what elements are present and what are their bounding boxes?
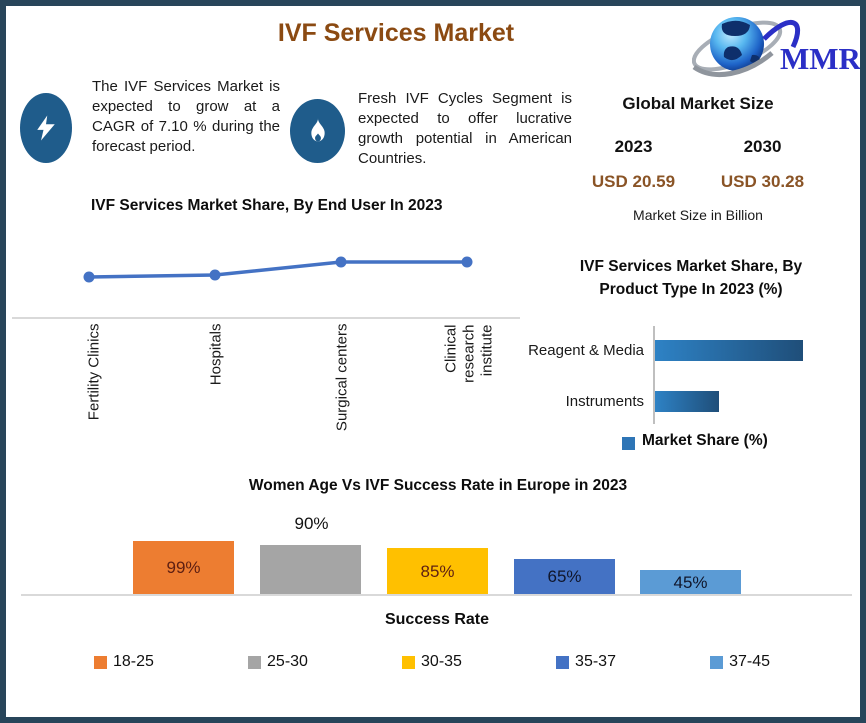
age-chart-legend: 18-25 25-30 30-35 35-37 37-45 — [94, 653, 770, 671]
end-user-category-label: Hospitals — [207, 323, 225, 386]
product-bar-label: Reagent & Media — [528, 342, 644, 359]
age-chart-xlabel: Success Rate — [384, 611, 490, 628]
product-legend-label: Market Share (%) — [642, 432, 768, 449]
mmr-logo: MMR — [692, 17, 862, 77]
age-bar-label: 99% — [166, 558, 201, 577]
product-bar-1 — [655, 391, 719, 412]
end-user-point-1 — [209, 269, 221, 281]
end-user-line — [88, 260, 467, 279]
end-user-line-chart — [83, 256, 473, 283]
end-user-point-2 — [335, 256, 347, 268]
market-size-value-2030: USD 30.28 — [720, 172, 805, 191]
lightning-icon — [20, 93, 72, 163]
callout-segment-text: Fresh IVF Cycles Segment is expected to … — [358, 90, 572, 167]
legend-label: 25-30 — [267, 653, 308, 670]
product-bar-0 — [655, 340, 803, 361]
age-bar-1 — [260, 545, 361, 595]
product-axis-line — [653, 326, 655, 424]
market-size-caption: Market Size in Billion — [633, 207, 763, 223]
page-title: IVF Services Market — [277, 19, 515, 47]
end-user-category-label: Clinical research institute — [442, 324, 496, 383]
legend-label: 30-35 — [421, 653, 462, 670]
age-bar-3: 65% — [514, 559, 615, 595]
age-bar-label-above: 90% — [294, 514, 329, 533]
legend-swatch-icon — [710, 655, 724, 669]
logo-text: MMR — [780, 41, 862, 76]
product-legend-swatch — [622, 437, 635, 450]
legend-swatch-icon — [402, 655, 416, 669]
legend-item: 35-37 — [556, 653, 616, 671]
legend-swatch-icon — [248, 655, 262, 669]
end-user-category-label: Surgical centers — [333, 323, 351, 432]
legend-item: 30-35 — [402, 653, 462, 671]
legend-item: 25-30 — [248, 653, 308, 671]
legend-swatch-icon — [556, 655, 570, 669]
age-bar-label: 45% — [673, 572, 708, 592]
age-bar-4: 45% — [640, 570, 741, 595]
end-user-point-0 — [83, 271, 95, 283]
age-chart-baseline — [21, 594, 852, 596]
legend-item: 37-45 — [710, 653, 770, 671]
age-bar-0: 99% — [133, 541, 234, 595]
swoosh-front-icon — [692, 51, 774, 77]
market-size-value-2023: USD 20.59 — [591, 172, 676, 191]
legend-label: 18-25 — [113, 653, 154, 670]
age-bar-label: 65% — [547, 567, 582, 586]
product-bar-label: Instruments — [565, 393, 644, 410]
legend-swatch-icon — [94, 655, 107, 669]
end-user-point-3 — [461, 256, 473, 268]
legend-label: 35-37 — [575, 653, 616, 670]
product-chart-title: IVF Services Market Share, By Product Ty… — [579, 258, 803, 298]
global-market-size-block: Global Market Size 2023 2030 USD 20.59 U… — [569, 94, 827, 223]
legend-label: 37-45 — [729, 653, 770, 670]
market-size-year-2030: 2030 — [743, 137, 782, 156]
market-size-year-2023: 2023 — [614, 137, 653, 156]
global-market-size-heading: Global Market Size — [622, 94, 774, 113]
globe-icon — [710, 17, 764, 71]
age-bar-label: 85% — [420, 561, 455, 581]
end-user-chart-title: IVF Services Market Share, By End User I… — [91, 197, 443, 214]
end-user-category-label: Fertility Clinics — [85, 323, 103, 421]
age-chart-title: Women Age Vs IVF Success Rate in Europe … — [248, 477, 628, 494]
legend-item: 18-25 — [94, 653, 154, 671]
flame-icon — [290, 99, 345, 163]
callout-cagr-text: The IVF Services Market is expected to g… — [92, 78, 280, 155]
end-user-axis-line — [12, 317, 520, 319]
logo-curl-icon — [762, 20, 800, 49]
age-bar-2: 85% — [387, 548, 488, 595]
